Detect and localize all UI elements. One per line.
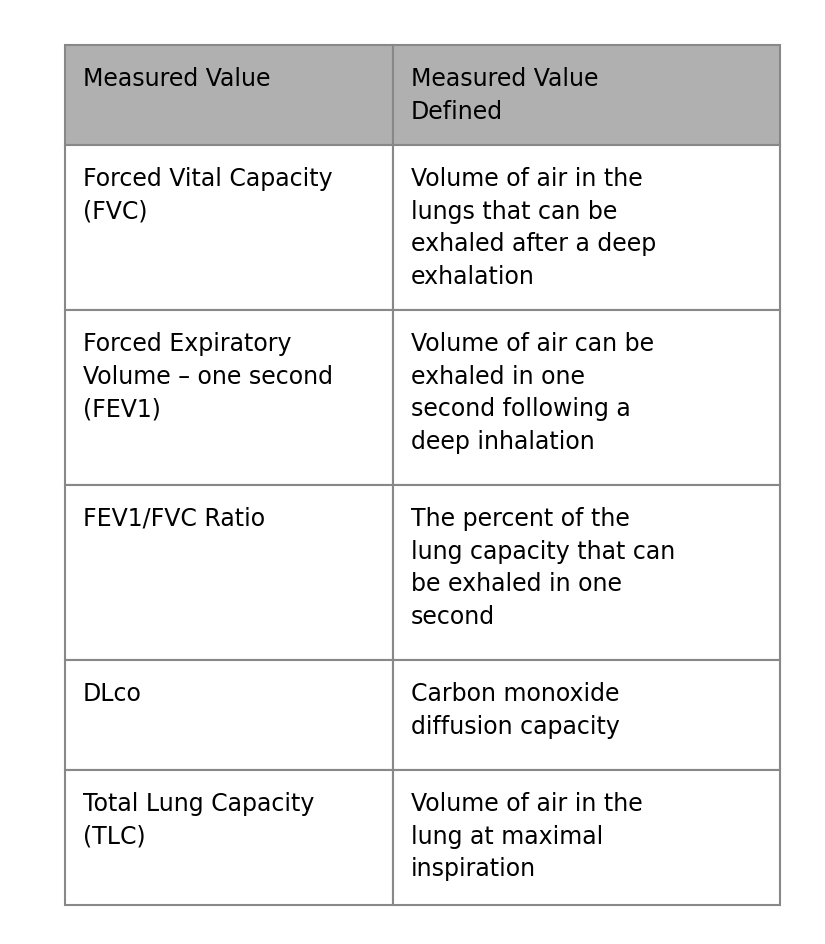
Bar <box>65 310 393 485</box>
Bar <box>65 45 393 145</box>
Text: FEV1/FVC Ratio: FEV1/FVC Ratio <box>83 507 265 531</box>
Bar <box>65 770 393 905</box>
Bar <box>393 45 780 145</box>
Text: Volume of air can be
exhaled in one
second following a
deep inhalation: Volume of air can be exhaled in one seco… <box>411 332 654 454</box>
Bar <box>65 145 393 310</box>
Text: Measured Value: Measured Value <box>83 67 271 91</box>
Bar <box>393 770 780 905</box>
Text: Volume of air in the
lungs that can be
exhaled after a deep
exhalation: Volume of air in the lungs that can be e… <box>411 167 656 289</box>
Bar <box>393 310 780 485</box>
Text: Forced Vital Capacity
(FVC): Forced Vital Capacity (FVC) <box>83 167 332 224</box>
Bar <box>65 660 393 770</box>
Text: DLco: DLco <box>83 682 142 706</box>
Bar <box>393 145 780 310</box>
Text: Measured Value
Defined: Measured Value Defined <box>411 67 598 124</box>
Bar <box>65 485 393 660</box>
Text: Forced Expiratory
Volume – one second
(FEV1): Forced Expiratory Volume – one second (F… <box>83 332 333 421</box>
Text: Total Lung Capacity
(TLC): Total Lung Capacity (TLC) <box>83 792 314 849</box>
Text: Volume of air in the
lung at maximal
inspiration: Volume of air in the lung at maximal ins… <box>411 792 643 881</box>
Bar <box>393 485 780 660</box>
Text: The percent of the
lung capacity that can
be exhaled in one
second: The percent of the lung capacity that ca… <box>411 507 675 629</box>
Text: Carbon monoxide
diffusion capacity: Carbon monoxide diffusion capacity <box>411 682 620 738</box>
Bar <box>393 660 780 770</box>
